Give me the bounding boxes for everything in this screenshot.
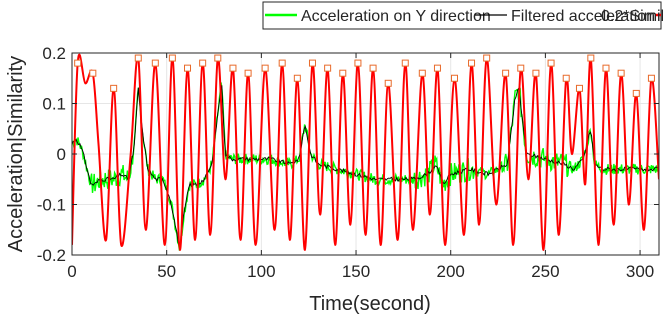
y-tick-label: 0.1	[42, 95, 66, 114]
legend-label-similarity: 0.2*Similarity	[601, 8, 663, 25]
similarity-peak-marker	[418, 69, 426, 77]
legend-label-acceleration: Acceleration on Y direction	[301, 8, 491, 25]
similarity-peak-marker	[401, 59, 409, 67]
similarity-peak-marker	[575, 84, 583, 92]
plot-area-border	[71, 52, 660, 256]
similarity-peak-marker	[244, 69, 252, 77]
similarity-peak-marker	[647, 74, 655, 82]
similarity-peak-marker	[602, 64, 610, 72]
similarity-peak-marker	[468, 59, 476, 67]
similarity-peak-marker	[384, 79, 392, 87]
similarity-peak-marker	[229, 64, 237, 72]
similarity-peak-marker	[134, 54, 142, 62]
x-tick-label: 250	[531, 262, 559, 281]
similarity-peak-marker	[483, 54, 491, 62]
y-tick-label: -0.2	[37, 246, 66, 265]
series-layer	[72, 53, 659, 251]
similarity-peak-marker	[354, 59, 362, 67]
similarity-peak-marker	[369, 64, 377, 72]
similarity-peak-marker	[110, 84, 118, 92]
similarity-peak-marker	[293, 74, 301, 82]
legend: Acceleration on Y direction Filtered acc…	[262, 1, 663, 30]
similarity-peak-marker	[261, 64, 269, 72]
y-tick-label: -0.1	[37, 196, 66, 215]
similarity-peak-marker	[278, 59, 286, 67]
y-axis-label: Acceleration|Similarity	[5, 56, 27, 252]
similarity-peak-marker	[617, 69, 625, 77]
similarity-peak-marker	[562, 74, 570, 82]
similarity-peak-marker	[632, 89, 640, 97]
similarity-peak-marker	[214, 54, 222, 62]
similarity-peak-marker	[339, 69, 347, 77]
similarity-peak-marker	[74, 59, 82, 67]
similarity-peak-marker	[151, 59, 159, 67]
x-tick-label: 100	[247, 262, 275, 281]
y-tick-label: 0.2	[42, 44, 66, 63]
similarity-peak-marker	[308, 59, 316, 67]
similarity-peak-marker	[168, 54, 176, 62]
series-line-acceleration	[72, 82, 659, 251]
similarity-peak-marker	[502, 69, 510, 77]
series-line-filtered	[72, 85, 659, 248]
similarity-peak-marker	[587, 54, 595, 62]
similarity-peak-marker	[89, 69, 97, 77]
similarity-peak-marker	[532, 69, 540, 77]
x-tick-label: 300	[626, 262, 654, 281]
similarity-peak-marker	[517, 64, 525, 72]
similarity-peak-marker	[324, 64, 332, 72]
similarity-peak-marker	[433, 64, 441, 72]
similarity-peak-marker	[184, 64, 192, 72]
x-tick-label: 150	[342, 262, 370, 281]
similarity-peak-marker	[450, 74, 458, 82]
x-tick-label: 0	[67, 262, 76, 281]
series-line-similarity	[72, 53, 659, 251]
legend-box	[262, 1, 662, 30]
ticks: 0 50 100 150 200 250 300 -0.2 -0.1 0 0.1 0.2	[37, 44, 659, 281]
y-tick-label: 0	[57, 145, 66, 164]
similarity-peak-marker	[547, 59, 555, 67]
x-axis-label: Time(second)	[309, 293, 431, 315]
x-tick-label: 200	[437, 262, 465, 281]
x-tick-label: 50	[157, 262, 176, 281]
legend-label-filtered: Filtered acceleration	[511, 8, 655, 25]
similarity-peak-marker	[199, 59, 207, 67]
